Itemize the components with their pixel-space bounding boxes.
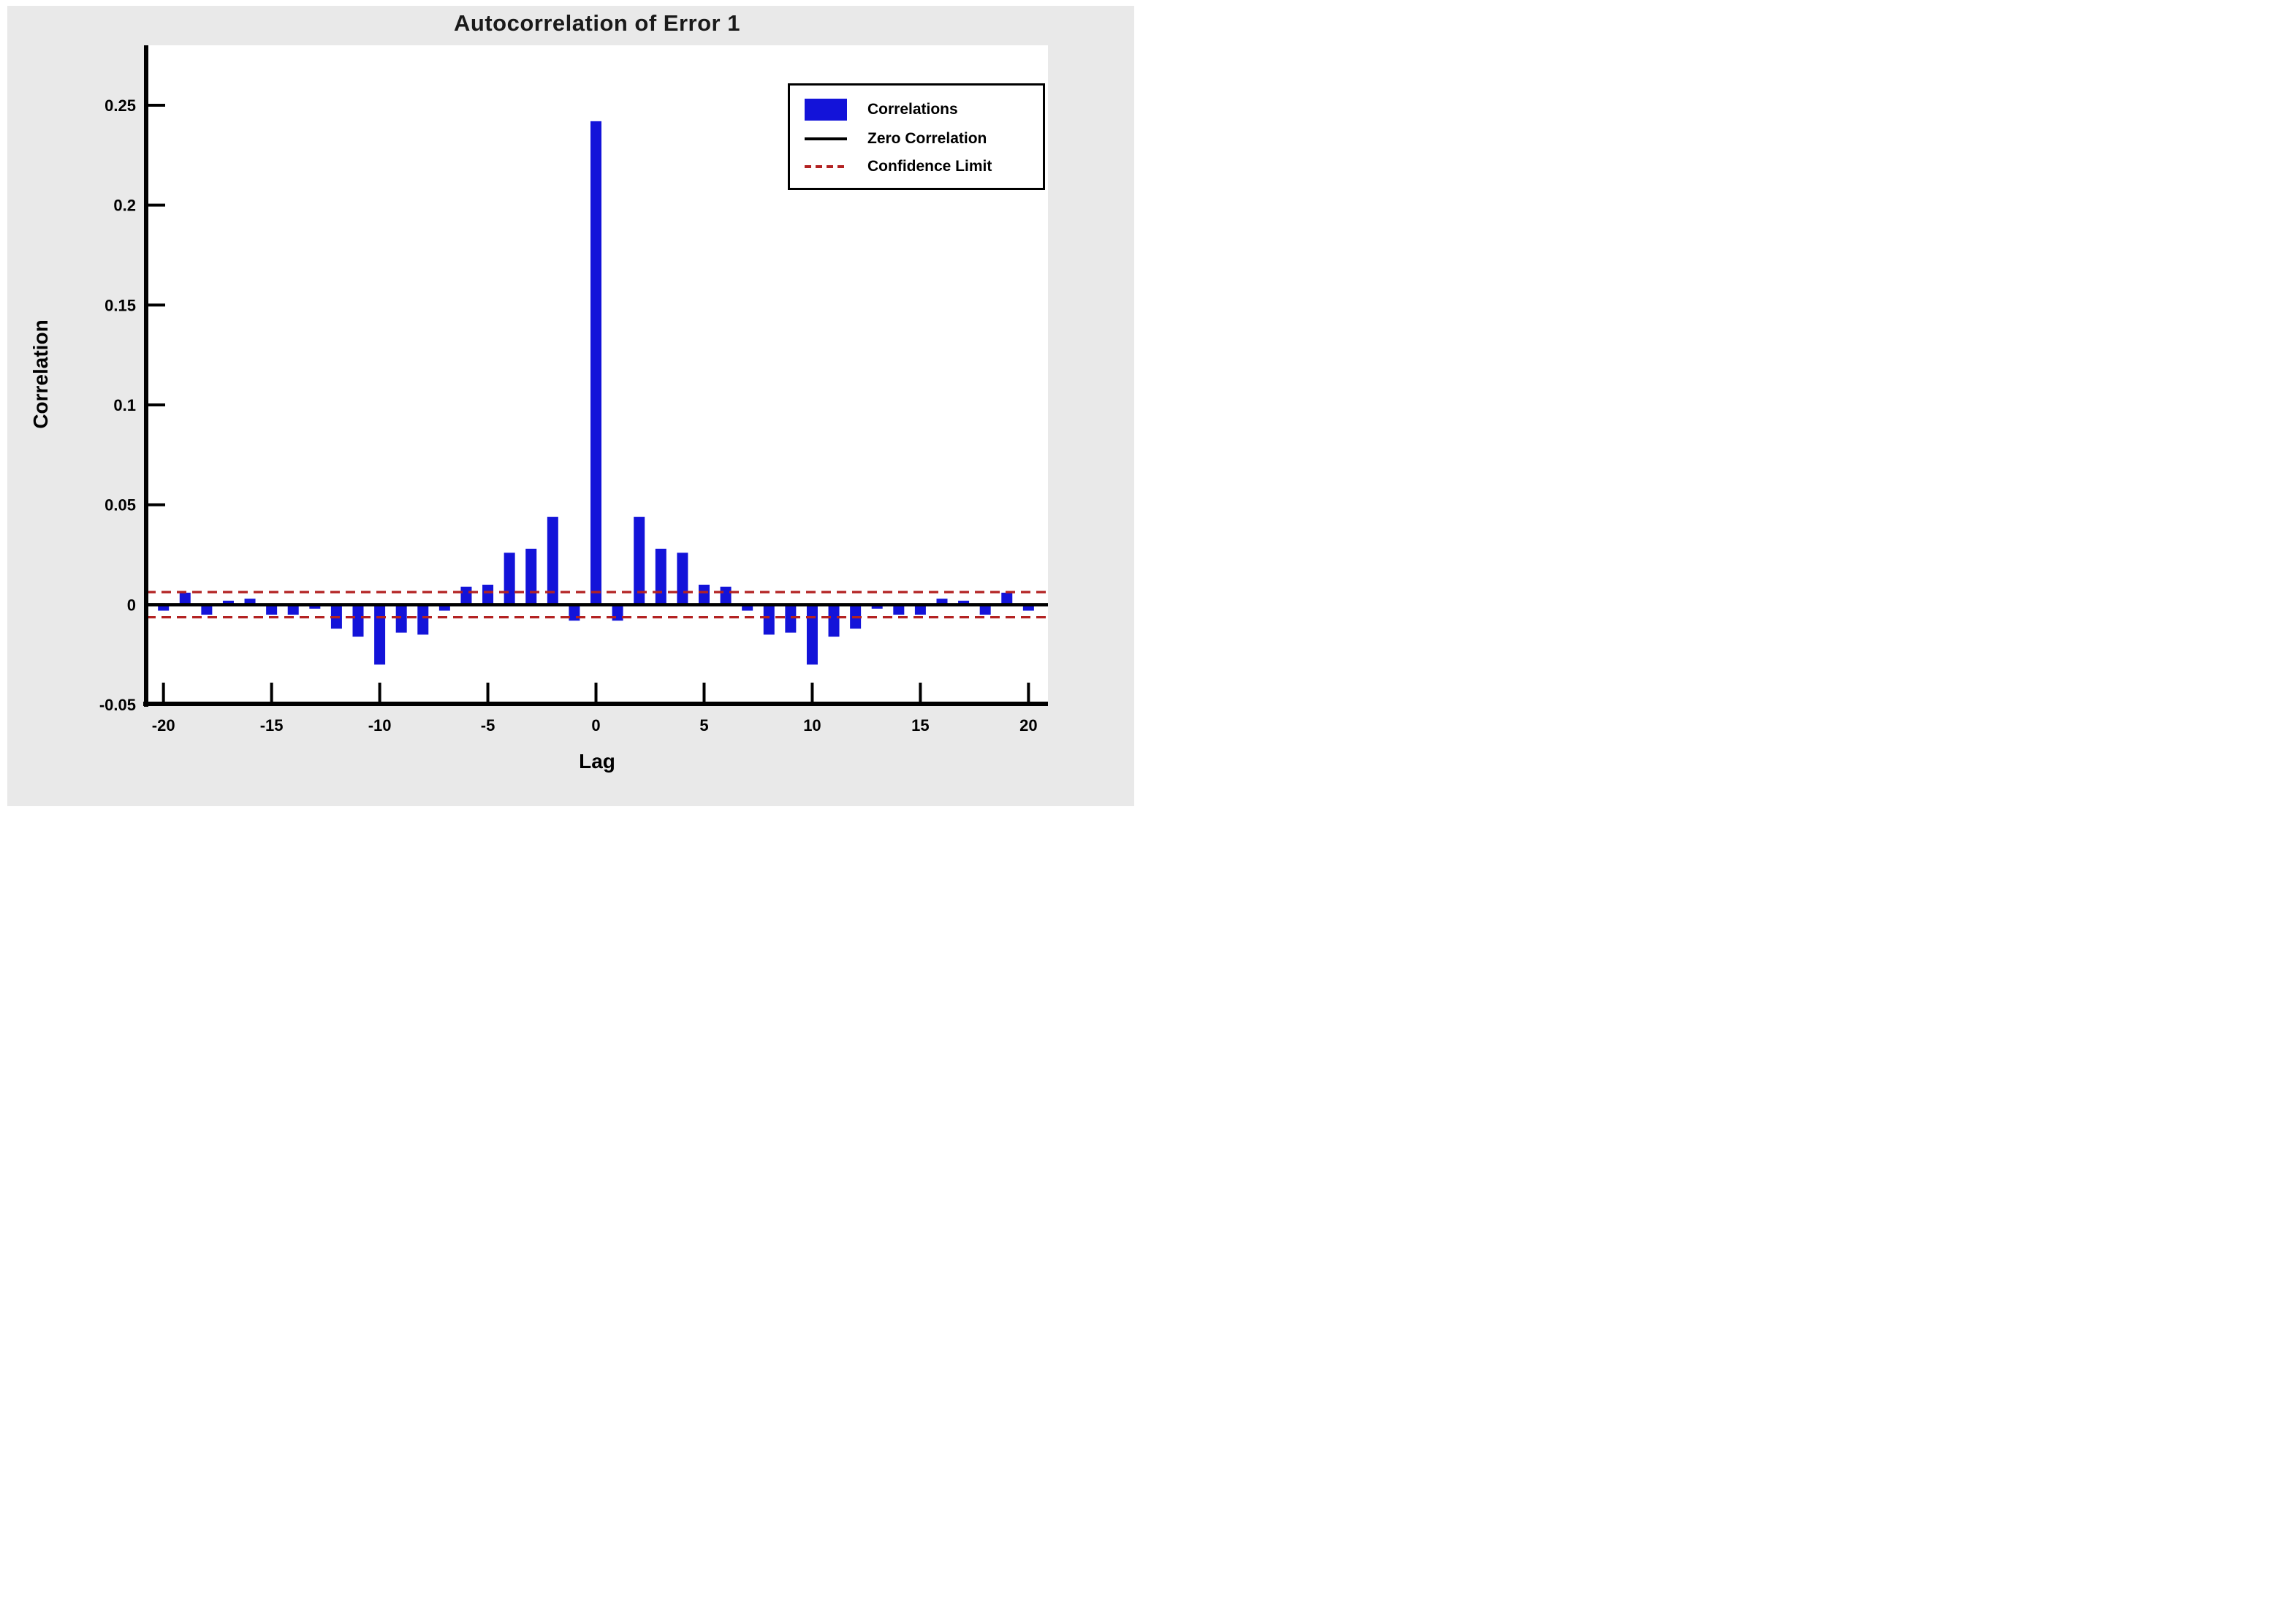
x-tick-label-15: 15 — [911, 716, 929, 735]
bar-lag-5 — [698, 585, 710, 605]
x-tick-label-5: 5 — [699, 716, 708, 735]
legend-label: Zero Correlation — [867, 130, 987, 147]
bar-lag--9 — [395, 604, 407, 633]
bar-lag--4 — [504, 553, 515, 605]
bar-lag-10 — [806, 604, 818, 665]
bar-lag--14 — [287, 604, 299, 615]
y-tick-label-0.05: 0.05 — [105, 496, 136, 515]
x-tick-label--5: -5 — [481, 716, 495, 735]
y-axis-label: Correlation — [29, 319, 52, 429]
y-tick-label--0.05: -0.05 — [99, 696, 136, 714]
bar-lag-15 — [914, 604, 926, 615]
bar-lag-9 — [785, 604, 797, 633]
bar-lag-8 — [763, 604, 775, 635]
bar-lag-17 — [958, 600, 970, 605]
x-tick-label--10: -10 — [368, 716, 392, 735]
bar-lag--2 — [547, 517, 558, 605]
bar-lag--8 — [417, 604, 429, 635]
bar-lag-3 — [655, 548, 666, 605]
chart-plot-svg: 0.25 0.2 0.15 0.1 0.05 0 -0.05 -20 -15 -10 -5 0 5 10 1… — [99, 45, 1048, 735]
bar-lag--15 — [266, 604, 278, 615]
figure-canvas: 0.25 0.2 0.15 0.1 0.05 0 -0.05 -20 -15 -10 -5 0 5 10 1… — [0, 0, 1142, 812]
bar-lag--11 — [352, 604, 364, 637]
bar-lag-14 — [893, 604, 905, 615]
bar-lag--3 — [525, 548, 537, 605]
bar-lag-6 — [720, 586, 732, 605]
bar-lag-13 — [871, 604, 883, 609]
x-tick-label-20: 20 — [1019, 716, 1037, 735]
blue-bar-swatch-icon — [805, 98, 847, 121]
bar-lag--10 — [374, 604, 386, 665]
chart-title: Autocorrelation of Error 1 — [454, 10, 740, 36]
legend-bar-swatch — [805, 98, 848, 121]
legend-item-zero-correlation: Zero Correlation — [790, 130, 1043, 148]
y-tick-label-0: 0 — [127, 596, 136, 614]
x-tick-label-0: 0 — [591, 716, 600, 735]
legend-item-correlations: Correlations — [790, 98, 1043, 121]
legend-dash-swatch — [805, 164, 848, 168]
legend-item-confidence-limit: Confidence Limit — [790, 158, 1043, 175]
bar-lag-11 — [828, 604, 840, 637]
y-tick-label-0.15: 0.15 — [105, 296, 136, 314]
legend-label: Confidence Limit — [867, 157, 992, 175]
y-tick-label-0.2: 0.2 — [113, 197, 136, 215]
legend-box: Correlations Zero Correlation Confidence… — [788, 83, 1045, 190]
bar-lag-20 — [1022, 604, 1034, 611]
bar-lag--16 — [244, 599, 256, 605]
bar-lag--7 — [438, 604, 450, 611]
bar-lag-4 — [677, 553, 688, 605]
legend-label: Correlations — [867, 100, 958, 118]
bar-lag-19 — [1001, 592, 1013, 605]
bar-lag--17 — [222, 600, 234, 605]
x-axis-label: Lag — [579, 750, 615, 773]
bar-lag-18 — [979, 604, 991, 615]
bar-lag-7 — [742, 604, 753, 611]
red-dashed-swatch-icon — [805, 164, 847, 168]
bar-lag--19 — [179, 592, 191, 605]
y-tick-label-0.1: 0.1 — [113, 396, 136, 414]
x-tick-label--15: -15 — [260, 716, 284, 735]
black-line-swatch-icon — [805, 137, 847, 140]
bar-lag--5 — [482, 585, 494, 605]
bar-lag--18 — [201, 604, 213, 615]
bar-lag--13 — [309, 604, 321, 609]
y-tick-label-0.25: 0.25 — [105, 96, 136, 115]
bar-lag-0 — [590, 121, 602, 605]
bar-lag-2 — [634, 517, 645, 605]
x-tick-label-10: 10 — [803, 716, 821, 735]
legend-line-swatch — [805, 137, 848, 140]
bar-lag--20 — [158, 604, 170, 611]
bar-lag-16 — [936, 599, 948, 605]
x-tick-label--20: -20 — [152, 716, 175, 735]
bar-lag--6 — [460, 586, 472, 605]
